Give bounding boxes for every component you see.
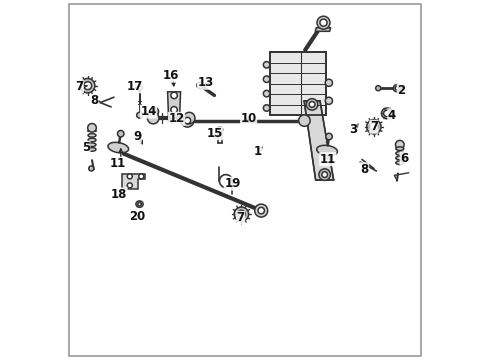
Circle shape bbox=[137, 112, 143, 118]
Circle shape bbox=[139, 174, 144, 179]
Circle shape bbox=[181, 114, 194, 127]
Text: 8: 8 bbox=[90, 94, 98, 107]
Text: 11: 11 bbox=[110, 157, 126, 170]
Text: 17: 17 bbox=[127, 80, 144, 93]
Ellipse shape bbox=[108, 142, 128, 153]
Circle shape bbox=[395, 140, 404, 149]
Circle shape bbox=[393, 85, 400, 92]
Circle shape bbox=[150, 107, 159, 116]
Polygon shape bbox=[304, 101, 334, 180]
Circle shape bbox=[263, 90, 270, 97]
Circle shape bbox=[89, 166, 94, 171]
Text: 2: 2 bbox=[397, 84, 405, 97]
Text: 10: 10 bbox=[241, 112, 257, 125]
Circle shape bbox=[298, 115, 310, 126]
Circle shape bbox=[217, 127, 222, 132]
Circle shape bbox=[322, 172, 327, 177]
Text: 11: 11 bbox=[319, 153, 336, 166]
Circle shape bbox=[171, 92, 177, 99]
Text: 15: 15 bbox=[206, 127, 222, 140]
Text: 12: 12 bbox=[169, 112, 185, 125]
Ellipse shape bbox=[88, 148, 96, 151]
Circle shape bbox=[309, 102, 315, 107]
Circle shape bbox=[263, 62, 270, 68]
Ellipse shape bbox=[384, 110, 391, 117]
Circle shape bbox=[88, 123, 97, 132]
Circle shape bbox=[184, 117, 191, 124]
Circle shape bbox=[326, 133, 332, 140]
Ellipse shape bbox=[88, 134, 96, 137]
Circle shape bbox=[127, 174, 132, 179]
Circle shape bbox=[171, 115, 177, 121]
Text: 7: 7 bbox=[75, 80, 83, 93]
Circle shape bbox=[147, 112, 159, 124]
Circle shape bbox=[171, 107, 177, 113]
Circle shape bbox=[127, 183, 132, 188]
Text: 7: 7 bbox=[237, 211, 245, 224]
Text: 3: 3 bbox=[349, 123, 357, 136]
Polygon shape bbox=[315, 28, 331, 31]
Ellipse shape bbox=[396, 147, 404, 150]
Ellipse shape bbox=[317, 145, 338, 156]
Ellipse shape bbox=[396, 152, 404, 155]
Text: 8: 8 bbox=[360, 163, 368, 176]
Circle shape bbox=[367, 120, 381, 134]
Ellipse shape bbox=[396, 156, 404, 160]
Circle shape bbox=[263, 76, 270, 82]
Text: 20: 20 bbox=[129, 210, 145, 223]
Text: 14: 14 bbox=[140, 105, 157, 118]
Text: 16: 16 bbox=[163, 69, 179, 82]
Circle shape bbox=[80, 78, 95, 93]
Ellipse shape bbox=[396, 161, 404, 165]
Text: 9: 9 bbox=[133, 130, 141, 143]
Circle shape bbox=[238, 210, 245, 218]
Polygon shape bbox=[168, 92, 180, 121]
Circle shape bbox=[306, 99, 318, 110]
Circle shape bbox=[255, 204, 268, 217]
Circle shape bbox=[118, 130, 124, 137]
Ellipse shape bbox=[88, 138, 96, 142]
Circle shape bbox=[258, 207, 265, 214]
Circle shape bbox=[395, 86, 399, 90]
Polygon shape bbox=[122, 174, 145, 189]
Circle shape bbox=[197, 82, 203, 89]
Text: 5: 5 bbox=[82, 141, 90, 154]
Polygon shape bbox=[270, 52, 326, 115]
Circle shape bbox=[325, 97, 333, 104]
Circle shape bbox=[317, 16, 330, 29]
Text: 13: 13 bbox=[197, 76, 214, 89]
Text: 19: 19 bbox=[224, 177, 241, 190]
Ellipse shape bbox=[381, 108, 393, 119]
Text: 7: 7 bbox=[370, 120, 378, 133]
Circle shape bbox=[152, 109, 156, 114]
Circle shape bbox=[325, 79, 333, 86]
Ellipse shape bbox=[88, 143, 96, 147]
Text: 18: 18 bbox=[111, 188, 127, 201]
Circle shape bbox=[376, 86, 381, 91]
Ellipse shape bbox=[138, 202, 141, 206]
Circle shape bbox=[183, 112, 195, 124]
Text: 6: 6 bbox=[400, 152, 408, 165]
Ellipse shape bbox=[136, 201, 143, 207]
Circle shape bbox=[320, 19, 327, 26]
Circle shape bbox=[84, 82, 92, 90]
Circle shape bbox=[137, 85, 142, 90]
Text: 1: 1 bbox=[253, 145, 262, 158]
Circle shape bbox=[319, 169, 330, 180]
Circle shape bbox=[370, 123, 378, 131]
Circle shape bbox=[263, 105, 270, 111]
Text: 4: 4 bbox=[388, 109, 396, 122]
Circle shape bbox=[234, 207, 248, 221]
